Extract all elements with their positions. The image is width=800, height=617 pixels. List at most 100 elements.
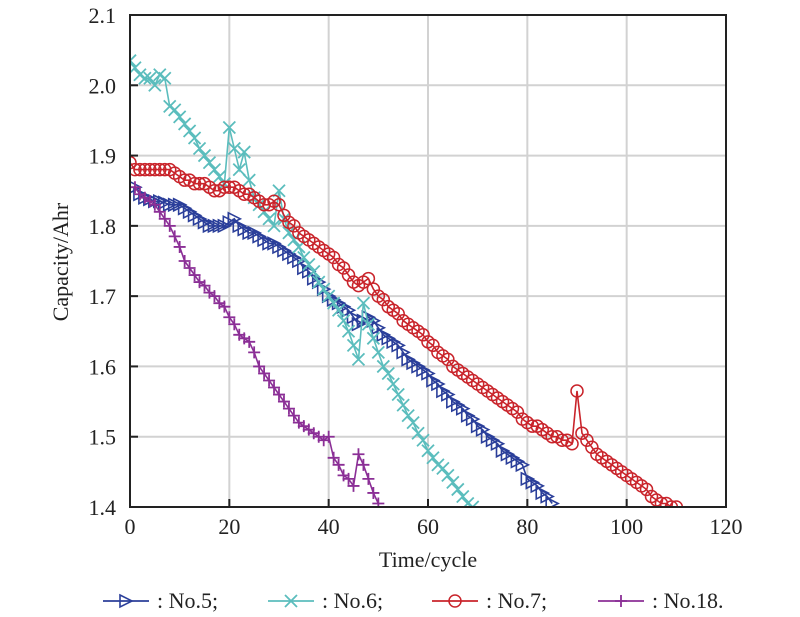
data-point bbox=[341, 324, 356, 338]
data-point bbox=[411, 426, 425, 440]
data-point bbox=[262, 212, 276, 226]
data-point bbox=[336, 261, 351, 275]
data-point bbox=[187, 208, 203, 223]
series-line bbox=[134, 186, 553, 504]
data-point bbox=[153, 162, 167, 177]
data-point bbox=[297, 250, 311, 265]
data-point bbox=[421, 444, 435, 458]
data-point bbox=[302, 257, 316, 272]
data-point bbox=[381, 366, 395, 381]
data-point bbox=[306, 271, 322, 286]
data-point bbox=[376, 292, 391, 307]
data-point bbox=[247, 225, 262, 241]
data-point bbox=[197, 215, 213, 230]
data-point bbox=[416, 328, 430, 342]
legend-label: : No.18. bbox=[652, 588, 724, 613]
data-point bbox=[351, 316, 367, 332]
data-point bbox=[183, 262, 196, 275]
x-axis-title: Time/cycle bbox=[379, 547, 477, 572]
series-layer bbox=[130, 54, 684, 507]
x-tick-label: 60 bbox=[417, 514, 439, 539]
series-no5 bbox=[130, 180, 560, 507]
data-point bbox=[352, 448, 365, 461]
data-point bbox=[585, 440, 599, 455]
data-point bbox=[446, 475, 460, 490]
data-point bbox=[391, 338, 406, 353]
x-tick-label: 20 bbox=[218, 514, 240, 539]
data-point bbox=[242, 173, 256, 187]
data-point bbox=[292, 253, 307, 269]
data-point bbox=[317, 282, 331, 296]
data-point bbox=[490, 436, 506, 452]
data-point bbox=[232, 162, 246, 177]
data-point bbox=[456, 489, 470, 504]
data-point bbox=[138, 162, 152, 177]
data-point bbox=[367, 486, 380, 499]
data-point bbox=[237, 145, 251, 159]
data-point bbox=[218, 300, 231, 313]
data-point bbox=[450, 397, 466, 413]
data-point bbox=[664, 500, 679, 507]
data-point bbox=[277, 395, 290, 408]
data-point bbox=[268, 381, 281, 394]
data-point bbox=[262, 236, 277, 251]
data-point bbox=[525, 475, 541, 490]
x-tick-label: 100 bbox=[610, 514, 643, 539]
data-point bbox=[331, 303, 346, 317]
data-point bbox=[282, 246, 297, 262]
y-tick-label: 1.4 bbox=[89, 495, 117, 520]
data-point bbox=[436, 461, 450, 475]
y-tick-label: 2.0 bbox=[89, 73, 117, 98]
legend-marker-icon bbox=[448, 594, 462, 608]
data-point bbox=[480, 429, 496, 445]
data-point bbox=[510, 405, 525, 419]
legend-marker-icon bbox=[284, 594, 298, 608]
data-point bbox=[326, 250, 341, 265]
data-point bbox=[148, 198, 161, 211]
data-point bbox=[153, 205, 166, 218]
data-point bbox=[639, 482, 654, 497]
data-point bbox=[133, 162, 147, 177]
data-point bbox=[148, 162, 162, 177]
legend-marker-icon bbox=[615, 595, 627, 607]
legend-label: : No.5; bbox=[157, 588, 218, 613]
data-point bbox=[575, 426, 589, 440]
data-point bbox=[351, 352, 366, 367]
legend-item: : No.7; bbox=[432, 588, 547, 613]
data-point bbox=[182, 124, 197, 138]
data-point bbox=[446, 394, 461, 409]
data-point bbox=[451, 482, 465, 497]
data-point bbox=[426, 338, 440, 353]
data-point bbox=[282, 402, 295, 415]
data-point bbox=[336, 314, 351, 328]
data-point bbox=[252, 198, 266, 212]
data-point bbox=[258, 367, 271, 380]
data-point bbox=[411, 359, 426, 374]
data-point bbox=[396, 398, 410, 412]
data-point bbox=[287, 409, 300, 422]
data-point bbox=[242, 225, 257, 241]
data-point bbox=[177, 200, 193, 216]
data-point bbox=[669, 500, 684, 507]
data-point bbox=[130, 162, 142, 177]
y-axis-title: Capacity/Ahr bbox=[48, 202, 73, 321]
data-point bbox=[177, 117, 192, 131]
data-point bbox=[436, 383, 451, 399]
data-point bbox=[287, 250, 302, 265]
data-point bbox=[222, 120, 236, 135]
data-point bbox=[356, 296, 371, 310]
data-point bbox=[207, 162, 222, 177]
data-point bbox=[500, 446, 516, 462]
data-point bbox=[470, 418, 486, 434]
data-point bbox=[327, 451, 340, 464]
data-point bbox=[138, 71, 152, 85]
data-point bbox=[396, 345, 411, 360]
data-point bbox=[495, 443, 511, 459]
data-point bbox=[406, 416, 420, 430]
data-point bbox=[158, 71, 172, 85]
data-point bbox=[263, 374, 276, 387]
legend-item: : No.5; bbox=[103, 588, 218, 613]
data-point bbox=[322, 289, 336, 303]
data-point bbox=[287, 219, 301, 233]
